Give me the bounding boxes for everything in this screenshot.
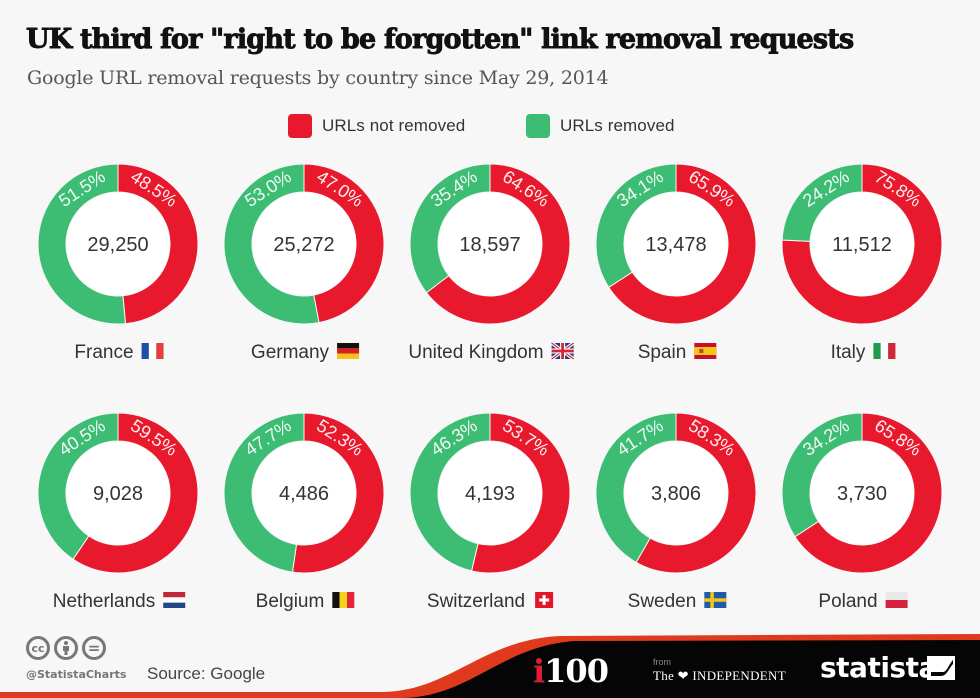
- slice-not-removed: [425, 163, 571, 325]
- country-label: Belgium: [256, 591, 325, 612]
- slice-not-removed: [72, 412, 199, 574]
- donut-hole: [66, 441, 170, 545]
- cc-icon: cc: [26, 636, 50, 660]
- total-requests-label: 9,028: [93, 483, 143, 505]
- legend-swatch-not-removed: [288, 114, 312, 138]
- donut-hole: [624, 441, 728, 545]
- total-requests-label: 4,486: [279, 483, 329, 505]
- statista-logo-text: statista: [820, 651, 937, 684]
- slice-removed: [37, 412, 119, 560]
- germany-flag-icon: [337, 343, 360, 359]
- slice-not-removed: [794, 412, 943, 574]
- slice-not-removed: [608, 163, 757, 325]
- total-requests-label: 25,272: [273, 234, 334, 256]
- donut-hole: [438, 192, 542, 296]
- country-label: Spain: [638, 342, 687, 363]
- total-requests-label: 3,730: [837, 483, 887, 505]
- slice-removed: [781, 163, 863, 242]
- donut-hole: [66, 192, 170, 296]
- slice-removed: [223, 412, 305, 573]
- donut-hole: [252, 192, 356, 296]
- statista-handle: @StatistaCharts: [26, 668, 127, 681]
- total-requests-label: 29,250: [87, 234, 148, 256]
- slice-not-removed: [303, 163, 385, 324]
- country-label: Netherlands: [53, 591, 155, 612]
- by-icon: [54, 636, 78, 660]
- slice-removed: [409, 163, 491, 294]
- total-requests-label: 3,806: [651, 483, 701, 505]
- i100-logo-number: 100: [544, 652, 609, 690]
- legend-swatch-removed: [526, 114, 550, 138]
- donut-hole: [252, 441, 356, 545]
- donut-hole: [810, 441, 914, 545]
- country-label: France: [74, 342, 133, 363]
- france-flag-icon: [141, 343, 164, 359]
- legend-item-not-removed: URLs not removed: [288, 114, 465, 138]
- i100-logo-i: i: [533, 652, 545, 690]
- footer-black-band: [0, 640, 980, 698]
- slice-removed: [595, 412, 677, 564]
- chart-title: UK third for "right to be forgotten" lin…: [26, 24, 855, 56]
- i100-logo: i100: [533, 652, 609, 690]
- independent-logo: The ❤ INDEPENDENT: [653, 668, 786, 683]
- country-label: Poland: [818, 591, 877, 612]
- legend-label-removed: URLs removed: [560, 116, 675, 135]
- switzerland-flag-icon: [535, 592, 554, 608]
- poland-flag-icon: [885, 592, 908, 608]
- slice-not-removed: [635, 412, 757, 574]
- country-label: Switzerland: [427, 591, 525, 612]
- legend-item-removed: URLs removed: [526, 114, 675, 138]
- slice-removed: [37, 163, 127, 325]
- license-icons: cc =: [26, 636, 106, 660]
- nd-icon: =: [82, 636, 106, 660]
- belgium-flag-icon: [332, 592, 355, 608]
- slice-removed: [781, 412, 863, 538]
- legend-label-not-removed: URLs not removed: [322, 116, 466, 135]
- spain-flag-icon: [694, 343, 717, 359]
- statista-logo-icon: [927, 656, 955, 680]
- slice-not-removed: [291, 412, 385, 574]
- chart-subtitle: Google URL removal requests by country s…: [27, 67, 609, 89]
- source-text: Source: Google: [147, 664, 266, 683]
- netherlands-flag-icon: [163, 592, 186, 608]
- country-label: Italy: [831, 342, 866, 363]
- donut-hole: [438, 441, 542, 545]
- slice-removed: [595, 163, 677, 288]
- from-label: from: [653, 657, 671, 667]
- slice-removed: [409, 412, 491, 572]
- sweden-flag-icon: [704, 592, 727, 608]
- slice-removed: [223, 163, 320, 325]
- slice-not-removed: [117, 163, 199, 325]
- total-requests-label: 11,512: [832, 234, 892, 256]
- legend: URLs not removed URLs removed: [0, 114, 980, 140]
- donut-hole: [810, 192, 914, 296]
- country-label: Germany: [251, 342, 330, 363]
- total-requests-label: 13,478: [645, 234, 706, 256]
- donut-hole: [624, 192, 728, 296]
- slice-not-removed: [470, 412, 571, 574]
- country-label: United Kingdom: [408, 342, 543, 363]
- total-requests-label: 4,193: [465, 483, 515, 505]
- country-label: Sweden: [628, 591, 697, 612]
- uk-flag-icon: [550, 341, 575, 361]
- slice-not-removed: [781, 163, 943, 325]
- italy-flag-icon: [873, 343, 896, 359]
- total-requests-label: 18,597: [459, 234, 520, 256]
